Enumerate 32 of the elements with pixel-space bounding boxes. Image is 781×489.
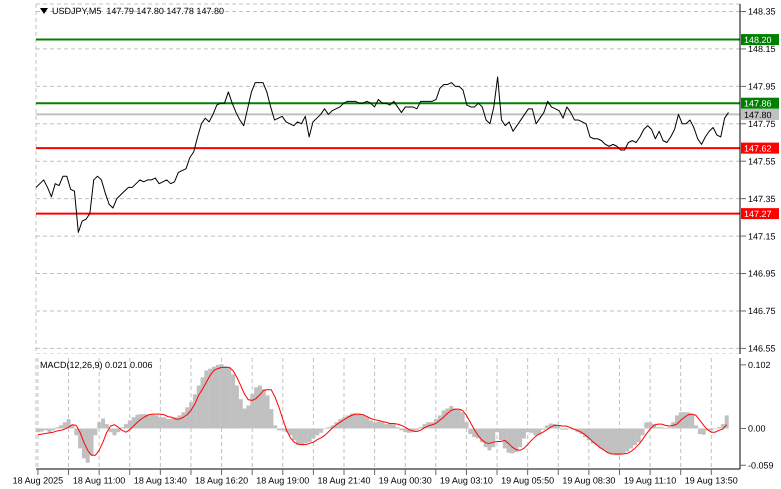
ref-line-label: 147.27 <box>744 209 772 220</box>
x-tick-label: 18 Aug 21:40 <box>317 475 371 486</box>
y-tick-label: 147.95 <box>748 82 776 92</box>
ref-line-label: 147.62 <box>744 144 772 154</box>
ref-line-label: 147.86 <box>744 98 772 109</box>
x-tick-label: 19 Aug 03:10 <box>440 475 493 486</box>
y-tick-label: 0.102 <box>748 360 771 370</box>
y-tick-label: 148.35 <box>748 6 776 17</box>
y-tick-label: -0.059 <box>748 460 774 470</box>
x-tick-label: 19 Aug 05:50 <box>501 475 554 486</box>
x-tick-label: 18 Aug 16:20 <box>195 475 248 486</box>
chart-title: MACD(12,26,9) 0.021 0.006 <box>40 360 153 370</box>
x-tick-label: 18 Aug 19:00 <box>256 475 310 486</box>
chart-title: USDJPY,M5 147.79 147.80 147.78 147.80 <box>52 6 224 16</box>
x-tick-label: 19 Aug 13:50 <box>684 475 738 486</box>
x-tick-label: 19 Aug 08:30 <box>562 475 616 486</box>
ref-line-label: 147.80 <box>744 110 772 120</box>
y-tick-label: 146.95 <box>748 268 776 279</box>
x-tick-label: 18 Aug 13:40 <box>134 475 187 486</box>
x-tick-label: 19 Aug 11:10 <box>624 475 676 486</box>
y-tick-label: 148.15 <box>748 44 776 54</box>
x-tick-label: 18 Aug 2025 <box>12 475 64 486</box>
y-tick-label: 0.00 <box>748 424 766 434</box>
x-tick-label: 18 Aug 11:00 <box>72 475 126 486</box>
y-tick-label: 147.15 <box>748 231 776 242</box>
y-tick-label: 146.75 <box>748 306 776 316</box>
y-tick-label: 146.55 <box>748 344 776 354</box>
x-tick-label: 19 Aug 00:30 <box>378 475 432 486</box>
y-tick-label: 147.35 <box>748 194 776 204</box>
y-tick-label: 147.75 <box>748 118 776 129</box>
y-tick-label: 147.55 <box>748 156 776 166</box>
ref-line-label: 148.20 <box>744 35 772 46</box>
